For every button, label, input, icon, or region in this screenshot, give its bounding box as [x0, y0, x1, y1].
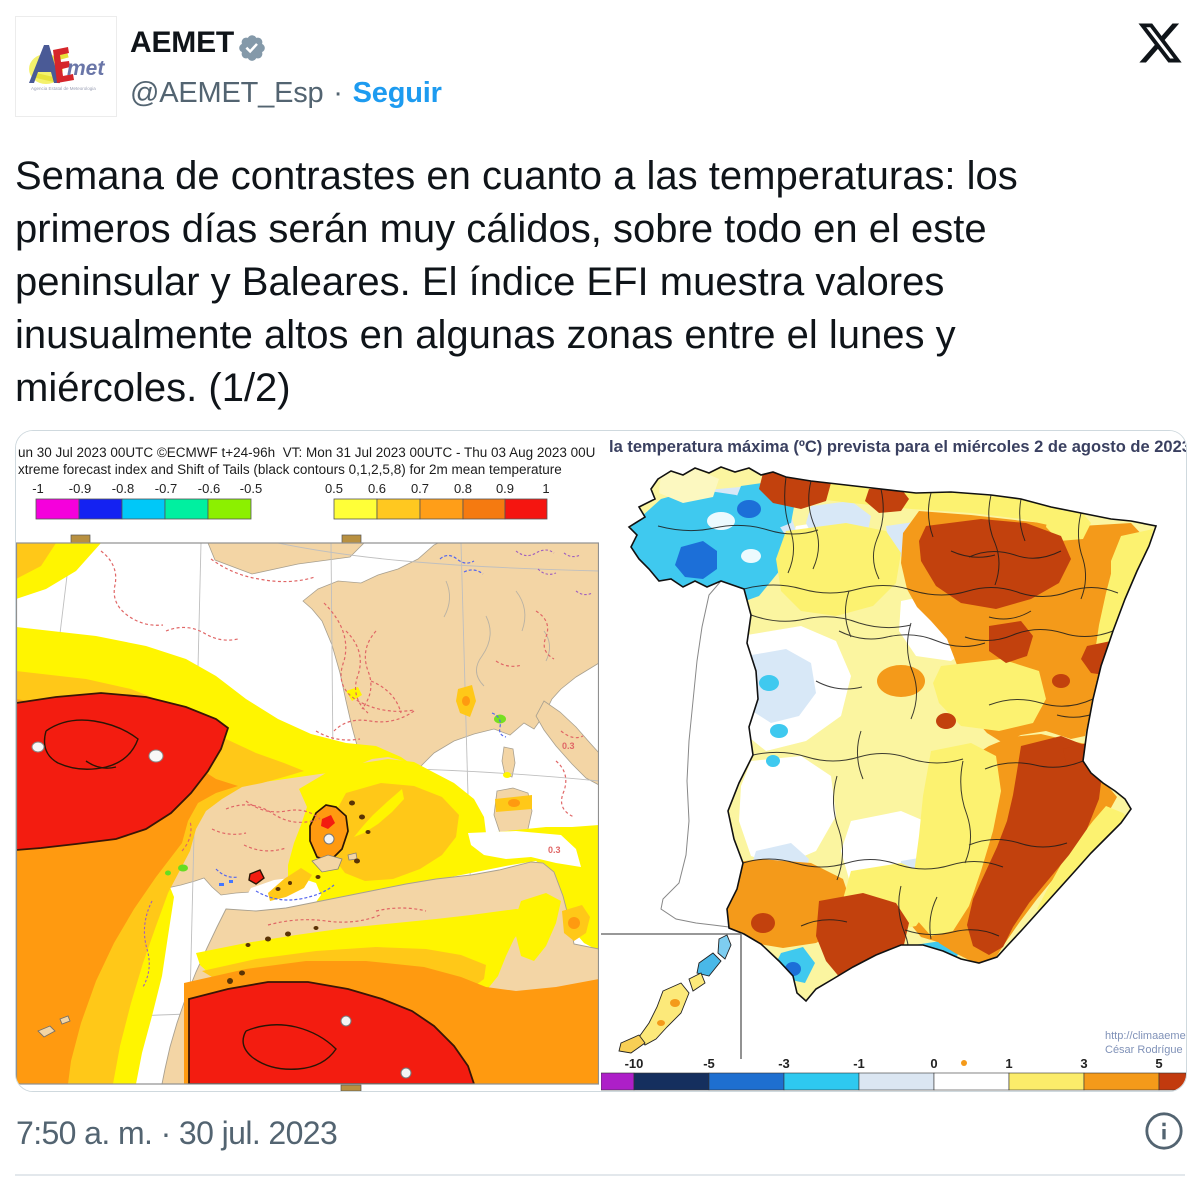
svg-text:0.3: 0.3: [548, 845, 561, 855]
svg-text:http://climaaeme: http://climaaeme: [1105, 1030, 1186, 1042]
svg-text:-1: -1: [32, 481, 44, 496]
svg-text:0.8: 0.8: [454, 481, 472, 496]
svg-text:la temperatura máxima (ºC) pre: la temperatura máxima (ºC) prevista para…: [609, 438, 1186, 456]
svg-text:met: met: [67, 57, 105, 80]
svg-text:5: 5: [1155, 1056, 1162, 1071]
svg-text:-0.9: -0.9: [69, 481, 91, 496]
svg-text:-1: -1: [853, 1056, 865, 1071]
svg-text:-0.7: -0.7: [155, 481, 177, 496]
svg-text:0: 0: [930, 1056, 937, 1071]
svg-text:1: 1: [1005, 1056, 1012, 1071]
svg-text:0.7: 0.7: [411, 481, 429, 496]
svg-text:0.5: 0.5: [325, 481, 343, 496]
svg-text:-10: -10: [625, 1056, 644, 1071]
svg-text:3: 3: [1080, 1056, 1087, 1071]
svg-text:-3: -3: [778, 1056, 790, 1071]
svg-text:1: 1: [542, 481, 549, 496]
svg-text:Agencia Estatal de Meteorologi: Agencia Estatal de Meteorologia: [31, 86, 96, 91]
svg-text:0.9: 0.9: [496, 481, 514, 496]
svg-text:-0.8: -0.8: [112, 481, 134, 496]
svg-text:-0.5: -0.5: [240, 481, 262, 496]
svg-text:César Rodrígue: César Rodrígue: [1105, 1044, 1183, 1056]
svg-text:xtreme forecast index and Shif: xtreme forecast index and Shift of Tails…: [18, 462, 562, 477]
svg-text:0.6: 0.6: [368, 481, 386, 496]
svg-text:-5: -5: [703, 1056, 715, 1071]
svg-text:0.3: 0.3: [562, 741, 575, 751]
svg-text:-0.6: -0.6: [198, 481, 220, 496]
svg-text:un 30 Jul 2023 00UTC ©ECMWF t+: un 30 Jul 2023 00UTC ©ECMWF t+24-96h VT:…: [18, 445, 595, 460]
